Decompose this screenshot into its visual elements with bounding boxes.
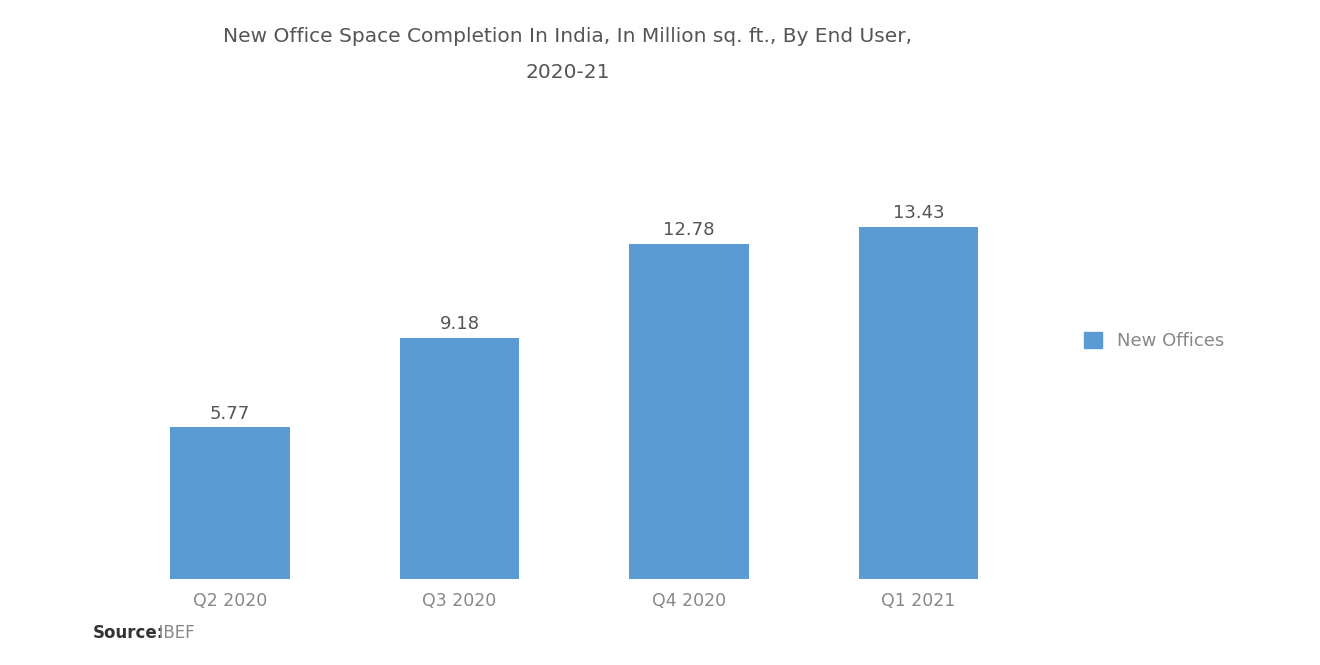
Text: 2020-21: 2020-21 [525,63,610,82]
Bar [630,244,748,579]
Text: 5.77: 5.77 [210,405,251,423]
Text: 12.78: 12.78 [663,221,714,239]
Text: 9.18: 9.18 [440,315,479,333]
Text: 13.43: 13.43 [892,204,944,222]
Legend: New Offices: New Offices [1084,332,1224,350]
Text: Source:: Source: [92,624,164,642]
Text: IBEF: IBEF [148,624,194,642]
Bar [170,428,289,579]
Text: New Office Space Completion In India, In Million sq. ft., By End User,: New Office Space Completion In India, In… [223,27,912,46]
Bar [859,227,978,579]
Bar [400,338,519,579]
